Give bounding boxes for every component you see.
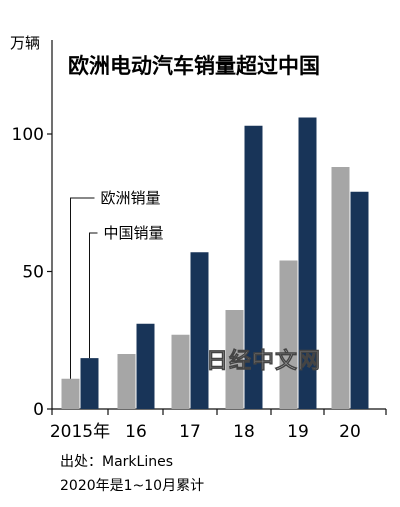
bar-china	[190, 252, 209, 409]
bar-europe	[61, 378, 80, 409]
y-tick-label: 100	[12, 125, 44, 145]
bar-china	[136, 323, 155, 409]
y-tick-label: 0	[33, 400, 44, 420]
legend-label-europe: 欧洲销量	[101, 189, 161, 207]
x-tick-label: 19	[287, 422, 309, 442]
x-tick-label: 17	[179, 422, 201, 442]
bar-europe	[331, 167, 350, 409]
x-tick-label: 18	[233, 422, 255, 442]
x-tick-label: 16	[125, 422, 147, 442]
bars	[61, 117, 369, 409]
legend-leader-europe	[70, 197, 95, 379]
bar-china	[350, 191, 369, 409]
legend-leader-china	[89, 232, 98, 359]
bar-europe	[171, 334, 190, 409]
x-tick-label: 20	[339, 422, 361, 442]
bar-china	[244, 125, 263, 409]
y-tick-label: 50	[22, 263, 44, 283]
chart-title: 欧洲电动汽车销量超过中国	[68, 54, 320, 78]
note-text: 2020年是1~10月累计	[60, 478, 204, 494]
source-text: 出处：MarkLines	[60, 454, 173, 470]
bar-europe	[117, 354, 136, 409]
watermark: 日经中文网	[206, 348, 321, 374]
y-unit-label: 万辆	[10, 34, 40, 52]
legend-label-china: 中国销量	[104, 224, 164, 242]
x-tick-label: 2015年	[50, 422, 110, 442]
bar-china	[298, 117, 317, 409]
axes: 0 50 100 2015年 16 17 18 19 20	[12, 40, 387, 442]
bar-china	[80, 358, 99, 409]
bar-europe	[225, 310, 244, 409]
bar-europe	[279, 260, 298, 409]
